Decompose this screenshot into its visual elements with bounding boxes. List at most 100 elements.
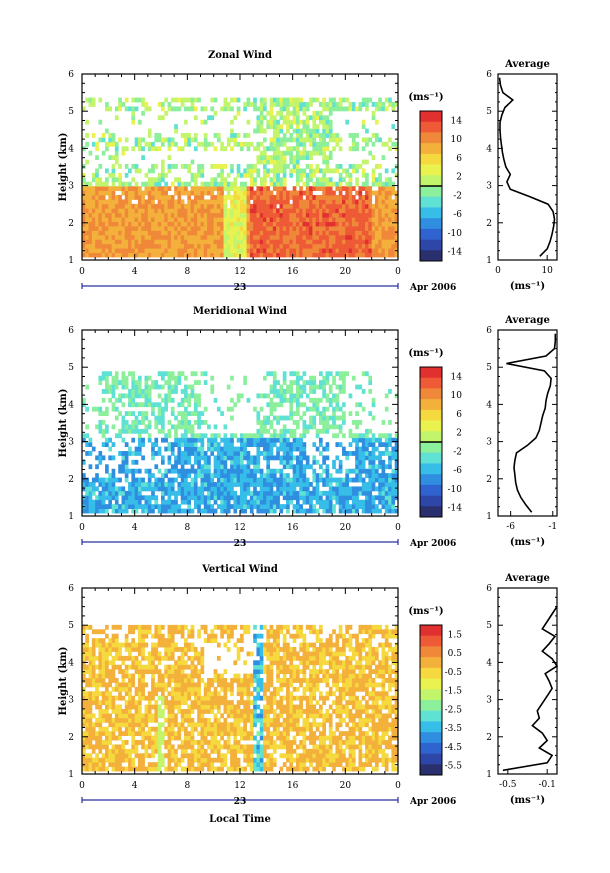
heatmap-cell [246,473,251,478]
heatmap-cell [174,428,178,434]
heatmap-cell [128,731,132,736]
heatmap-cell [378,486,382,492]
heatmap-cell [147,199,152,205]
heatmap-cell [111,181,116,187]
heatmap-cell [322,468,326,474]
heatmap-cell [309,128,313,134]
heatmap-cell [295,380,300,385]
heatmap-cell [368,217,373,222]
heatmap-cell [111,389,116,394]
heatmap-cell [121,203,126,209]
heatmap-cell [101,642,106,648]
heatmap-cell [263,424,267,430]
heatmap-cell [91,748,96,754]
heatmap-cell [154,137,159,143]
heatmap-cell [108,186,113,191]
heatmap-cell [295,437,300,443]
heatmap-cell [312,415,317,421]
heatmap-cell [361,239,366,245]
heatmap-cell [269,455,274,461]
heatmap-cell [299,477,303,483]
heatmap-cell [325,226,330,231]
heatmap-cell [289,230,294,236]
heatmap-cell [263,199,267,205]
heatmap-cell [279,428,284,434]
heatmap-cell [161,141,165,147]
heatmap-cell [388,455,392,461]
heatmap-cell [240,208,244,214]
heatmap-cell [342,252,346,258]
heatmap-cell [378,106,382,112]
heatmap-cell [108,252,113,258]
heatmap-cell [118,713,122,719]
heatmap-cell [154,477,159,483]
heatmap-cell [197,186,201,191]
heatmap-cell [292,380,297,385]
heatmap-cell [374,234,379,240]
heatmap-cell [213,195,218,200]
heatmap-cell [180,239,185,245]
heatmap-cell [98,248,103,253]
heatmap-cell [167,195,172,200]
heatmap-cell [348,451,353,456]
heatmap-cell [381,248,386,253]
heatmap-cell [91,735,96,741]
heatmap-cell [368,428,373,434]
heatmap-cell [223,97,228,103]
heatmap-cell [309,490,313,496]
heatmap-cell [203,508,208,514]
heatmap-cell [223,252,228,258]
heatmap-cell [137,664,142,670]
heatmap-cell [170,446,175,452]
heatmap-cell [167,155,172,160]
heatmap-cell [351,451,356,456]
heatmap-cell [384,177,389,183]
heatmap-cell [286,459,290,465]
heatmap-cell [342,243,346,249]
heatmap-cell [200,208,205,214]
heatmap-cell [220,477,224,483]
heatmap-cell [124,766,129,772]
heatmap-cell [197,208,201,214]
heatmap-cell [128,495,132,501]
heatmap-cell [240,186,244,191]
heatmap-cell [236,164,241,169]
heatmap-cell [355,141,359,147]
heatmap-cell [388,464,392,470]
heatmap-cell [233,495,238,501]
heatmap-cell [368,248,373,253]
heatmap-cell [269,446,274,452]
heatmap-cell [118,252,122,258]
heatmap-cell [98,420,103,425]
heatmap-cell [289,119,294,125]
heatmap-cell [309,508,313,514]
heatmap-cell [105,389,109,394]
heatmap-cell [312,133,317,138]
heatmap-cell [111,230,116,236]
heatmap-cell [193,248,198,253]
heatmap-cell [174,243,178,249]
heatmap-cell [190,199,195,205]
heatmap-cell [394,164,399,169]
heatmap-cell [101,212,106,218]
heatmap-cell [187,468,192,474]
heatmap-cell [95,181,99,187]
heatmap-cell [82,181,86,187]
heatmap-cell [259,252,264,258]
heatmap-cell [82,433,86,439]
heatmap-cell [174,442,178,447]
heatmap-cell [111,402,116,408]
heatmap-cell [184,181,188,187]
heatmap-cell [157,446,162,452]
heatmap-cell [105,248,109,253]
colorbar-segment [420,207,442,219]
heatmap-cell [134,766,139,772]
heatmap-cell [295,172,300,178]
heatmap-cell [335,203,340,209]
heatmap-cell [167,203,172,209]
heatmap-cell [170,164,175,169]
heatmap-cell [259,451,264,456]
heatmap-cell [256,141,261,147]
heatmap-cell [213,208,218,214]
heatmap-cell [200,168,205,174]
